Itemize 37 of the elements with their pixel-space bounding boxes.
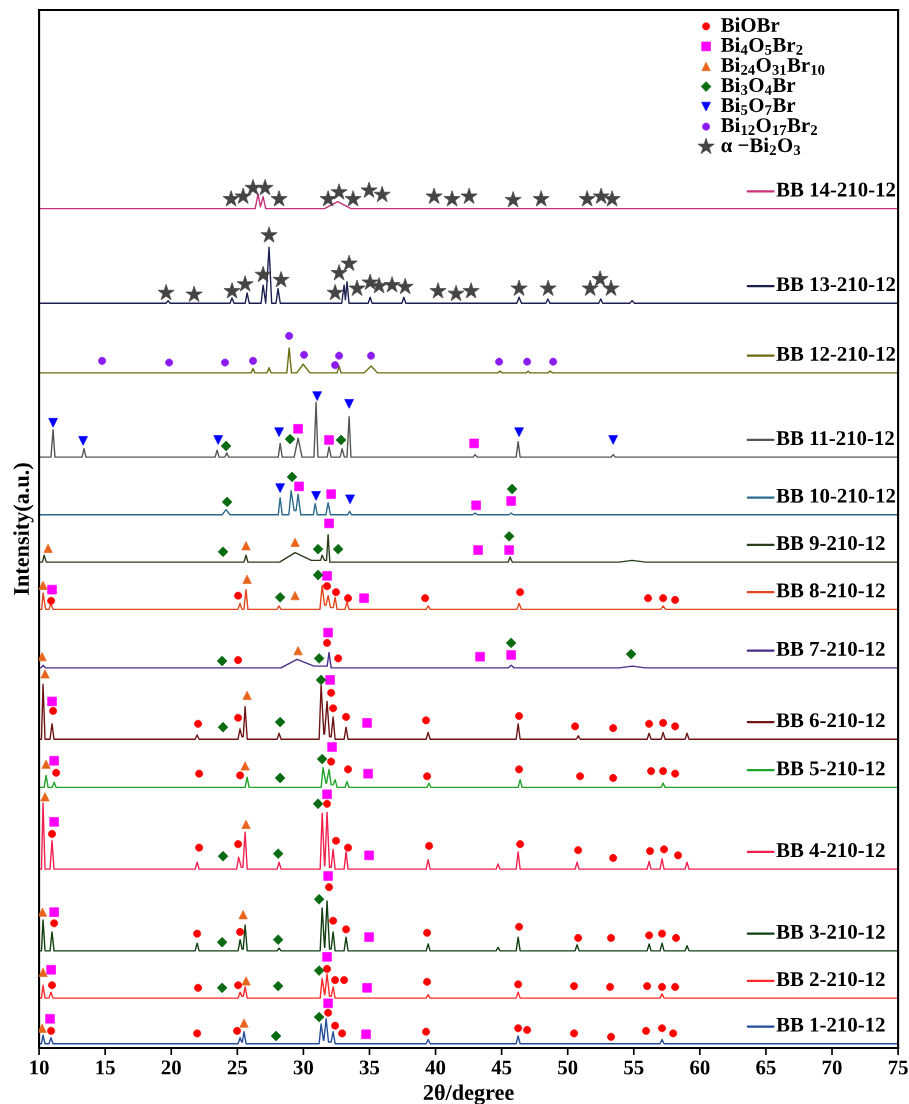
legend-label: Bi$_{12}$O$_{17}$Br$_{2}$ [721,117,817,135]
legend-label: BB 6-210-12 [776,713,885,728]
legend-label: BB 3-210-12 [776,924,885,939]
legend-label: BiOBr [721,17,780,33]
legend-label: BB 9-210-12 [776,536,885,551]
x-tick-label: 25 [227,1060,247,1075]
legend-label: BB 1-210-12 [776,1017,885,1032]
x-tick-label: 65 [756,1060,776,1075]
x-tick-label: 55 [624,1060,644,1075]
x-tick-label: 75 [888,1060,908,1075]
legend-label: BB 13-210-12 [776,277,896,292]
x-tick-label: 10 [30,1060,49,1075]
legend-label: Bi$_{5}$O$_{7}$Br [721,97,796,115]
x-tick-label: 50 [558,1060,578,1075]
legend-label: BB 12-210-12 [776,346,896,361]
legend-label: BB 10-210-12 [776,488,896,503]
legend-label: BB 4-210-12 [776,843,885,858]
x-tick-label: 15 [96,1060,115,1075]
x-tick-label: 70 [822,1060,842,1075]
legend-label: α −Bi$_{2}$O$_{3}$ [721,137,801,156]
x-axis-title: 2θ/degree [423,1084,514,1104]
legend-label: BB 7-210-12 [776,641,885,656]
legend-label: BB 11-210-12 [776,431,894,446]
y-axis-title: Intensity(a.u.) [13,463,34,595]
x-tick-label: 45 [491,1060,512,1075]
x-tick-label: 60 [690,1060,710,1075]
legend-label: BB 2-210-12 [776,972,885,987]
legend-label: Bi$_{24}$O$_{31}$Br$_{10}$ [721,57,825,75]
legend-label: BB 5-210-12 [776,761,885,776]
legend-label: Bi$_{3}$O$_{4}$Br [721,77,796,95]
legend-label: Bi$_{4}$O$_{5}$Br$_{2}$ [721,37,803,55]
legend-label: BB 8-210-12 [776,583,885,598]
legend-label: BB 14-210-12 [776,182,896,197]
x-tick-label: 40 [425,1060,446,1075]
x-tick-label: 35 [359,1060,380,1075]
x-tick-label: 20 [161,1060,181,1075]
x-tick-label: 30 [293,1060,314,1075]
